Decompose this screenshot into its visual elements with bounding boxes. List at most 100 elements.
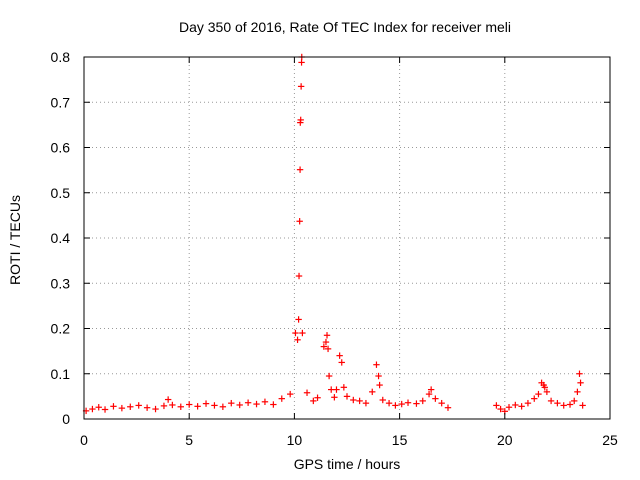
data-point	[299, 329, 306, 337]
data-point	[292, 329, 299, 337]
data-point	[444, 404, 452, 411]
data-point	[261, 398, 269, 406]
data-point	[236, 401, 243, 409]
data-point	[497, 405, 504, 413]
data-point	[303, 389, 311, 396]
data-point	[169, 401, 176, 409]
data-point	[577, 379, 584, 386]
data-point	[286, 390, 294, 398]
data-point	[323, 332, 331, 339]
data-point	[404, 399, 412, 406]
data-point	[375, 372, 382, 380]
data-point	[89, 405, 96, 413]
data-point	[135, 402, 142, 409]
data-point	[186, 401, 193, 408]
data-point	[524, 399, 532, 407]
data-point	[211, 402, 218, 409]
y-tick-label: 0.2	[51, 321, 71, 337]
data-point	[160, 402, 168, 410]
data-point	[324, 345, 332, 353]
data-point	[244, 399, 252, 406]
data-point	[152, 405, 159, 413]
data-points	[82, 53, 586, 415]
x-tick-label: 0	[80, 432, 88, 448]
x-tick-label: 10	[287, 432, 303, 448]
data-point	[322, 338, 330, 346]
data-point	[379, 396, 386, 404]
data-point	[320, 343, 328, 350]
data-point	[376, 381, 383, 389]
data-point	[362, 399, 370, 407]
data-point	[118, 404, 126, 412]
data-point	[425, 390, 433, 398]
data-point	[110, 403, 117, 410]
data-point	[493, 402, 500, 409]
data-point	[505, 404, 513, 411]
data-point	[294, 336, 301, 344]
data-point	[571, 397, 578, 405]
data-point	[278, 395, 285, 402]
y-axis: 0 0.1 0.2 0.3 0.4 0.5 0.6 0.7 0.8	[51, 49, 610, 427]
data-point	[253, 400, 260, 408]
plot-frame	[83, 56, 611, 420]
data-point	[543, 388, 551, 396]
data-point	[298, 59, 305, 66]
data-point	[333, 386, 340, 393]
data-point	[369, 388, 376, 396]
x-axis: 0 5 10 15 20 25	[80, 57, 618, 448]
data-point	[219, 403, 227, 410]
data-point	[194, 403, 201, 410]
chart-title: Day 350 of 2016, Rate Of TEC Index for r…	[179, 19, 511, 35]
data-point	[164, 396, 172, 403]
data-point	[295, 272, 303, 280]
y-tick-label: 0.6	[51, 140, 71, 156]
data-point	[297, 83, 305, 90]
data-point	[576, 370, 583, 377]
data-point	[419, 397, 426, 405]
data-point	[512, 401, 519, 409]
data-point	[270, 401, 277, 408]
data-point	[202, 400, 210, 407]
data-point	[427, 386, 435, 393]
data-point	[336, 352, 343, 359]
data-point	[340, 384, 348, 391]
data-point	[343, 393, 351, 400]
data-point	[547, 397, 555, 405]
data-point	[385, 399, 393, 407]
x-tick-label: 15	[392, 432, 408, 448]
data-point	[432, 395, 439, 402]
x-tick-label: 5	[185, 432, 193, 448]
data-point	[579, 402, 586, 409]
data-point	[554, 399, 561, 407]
data-point	[297, 116, 304, 124]
data-point	[535, 390, 542, 398]
data-point	[296, 218, 303, 225]
data-point	[518, 403, 525, 410]
data-point	[325, 372, 333, 380]
data-point	[560, 402, 567, 409]
y-tick-label: 0.8	[51, 49, 71, 65]
y-tick-label: 0.5	[51, 185, 71, 201]
data-point	[296, 166, 304, 173]
x-axis-label: GPS time / hours	[294, 456, 401, 472]
data-point	[574, 388, 581, 396]
x-tick-label: 20	[497, 432, 513, 448]
data-point	[177, 403, 184, 410]
data-point	[413, 400, 420, 407]
y-tick-label: 0.7	[51, 94, 71, 110]
data-point	[143, 404, 151, 411]
y-tick-label: 0.4	[51, 230, 71, 246]
data-point	[531, 395, 538, 402]
y-axis-label: ROTI / TECUs	[7, 195, 23, 285]
data-point	[438, 399, 445, 407]
data-point	[566, 401, 574, 408]
y-tick-label: 0.3	[51, 275, 71, 291]
data-point	[350, 396, 357, 404]
data-point	[541, 384, 548, 391]
data-point	[295, 316, 302, 323]
data-point	[392, 402, 399, 409]
data-point	[356, 397, 363, 405]
data-point	[127, 403, 134, 410]
